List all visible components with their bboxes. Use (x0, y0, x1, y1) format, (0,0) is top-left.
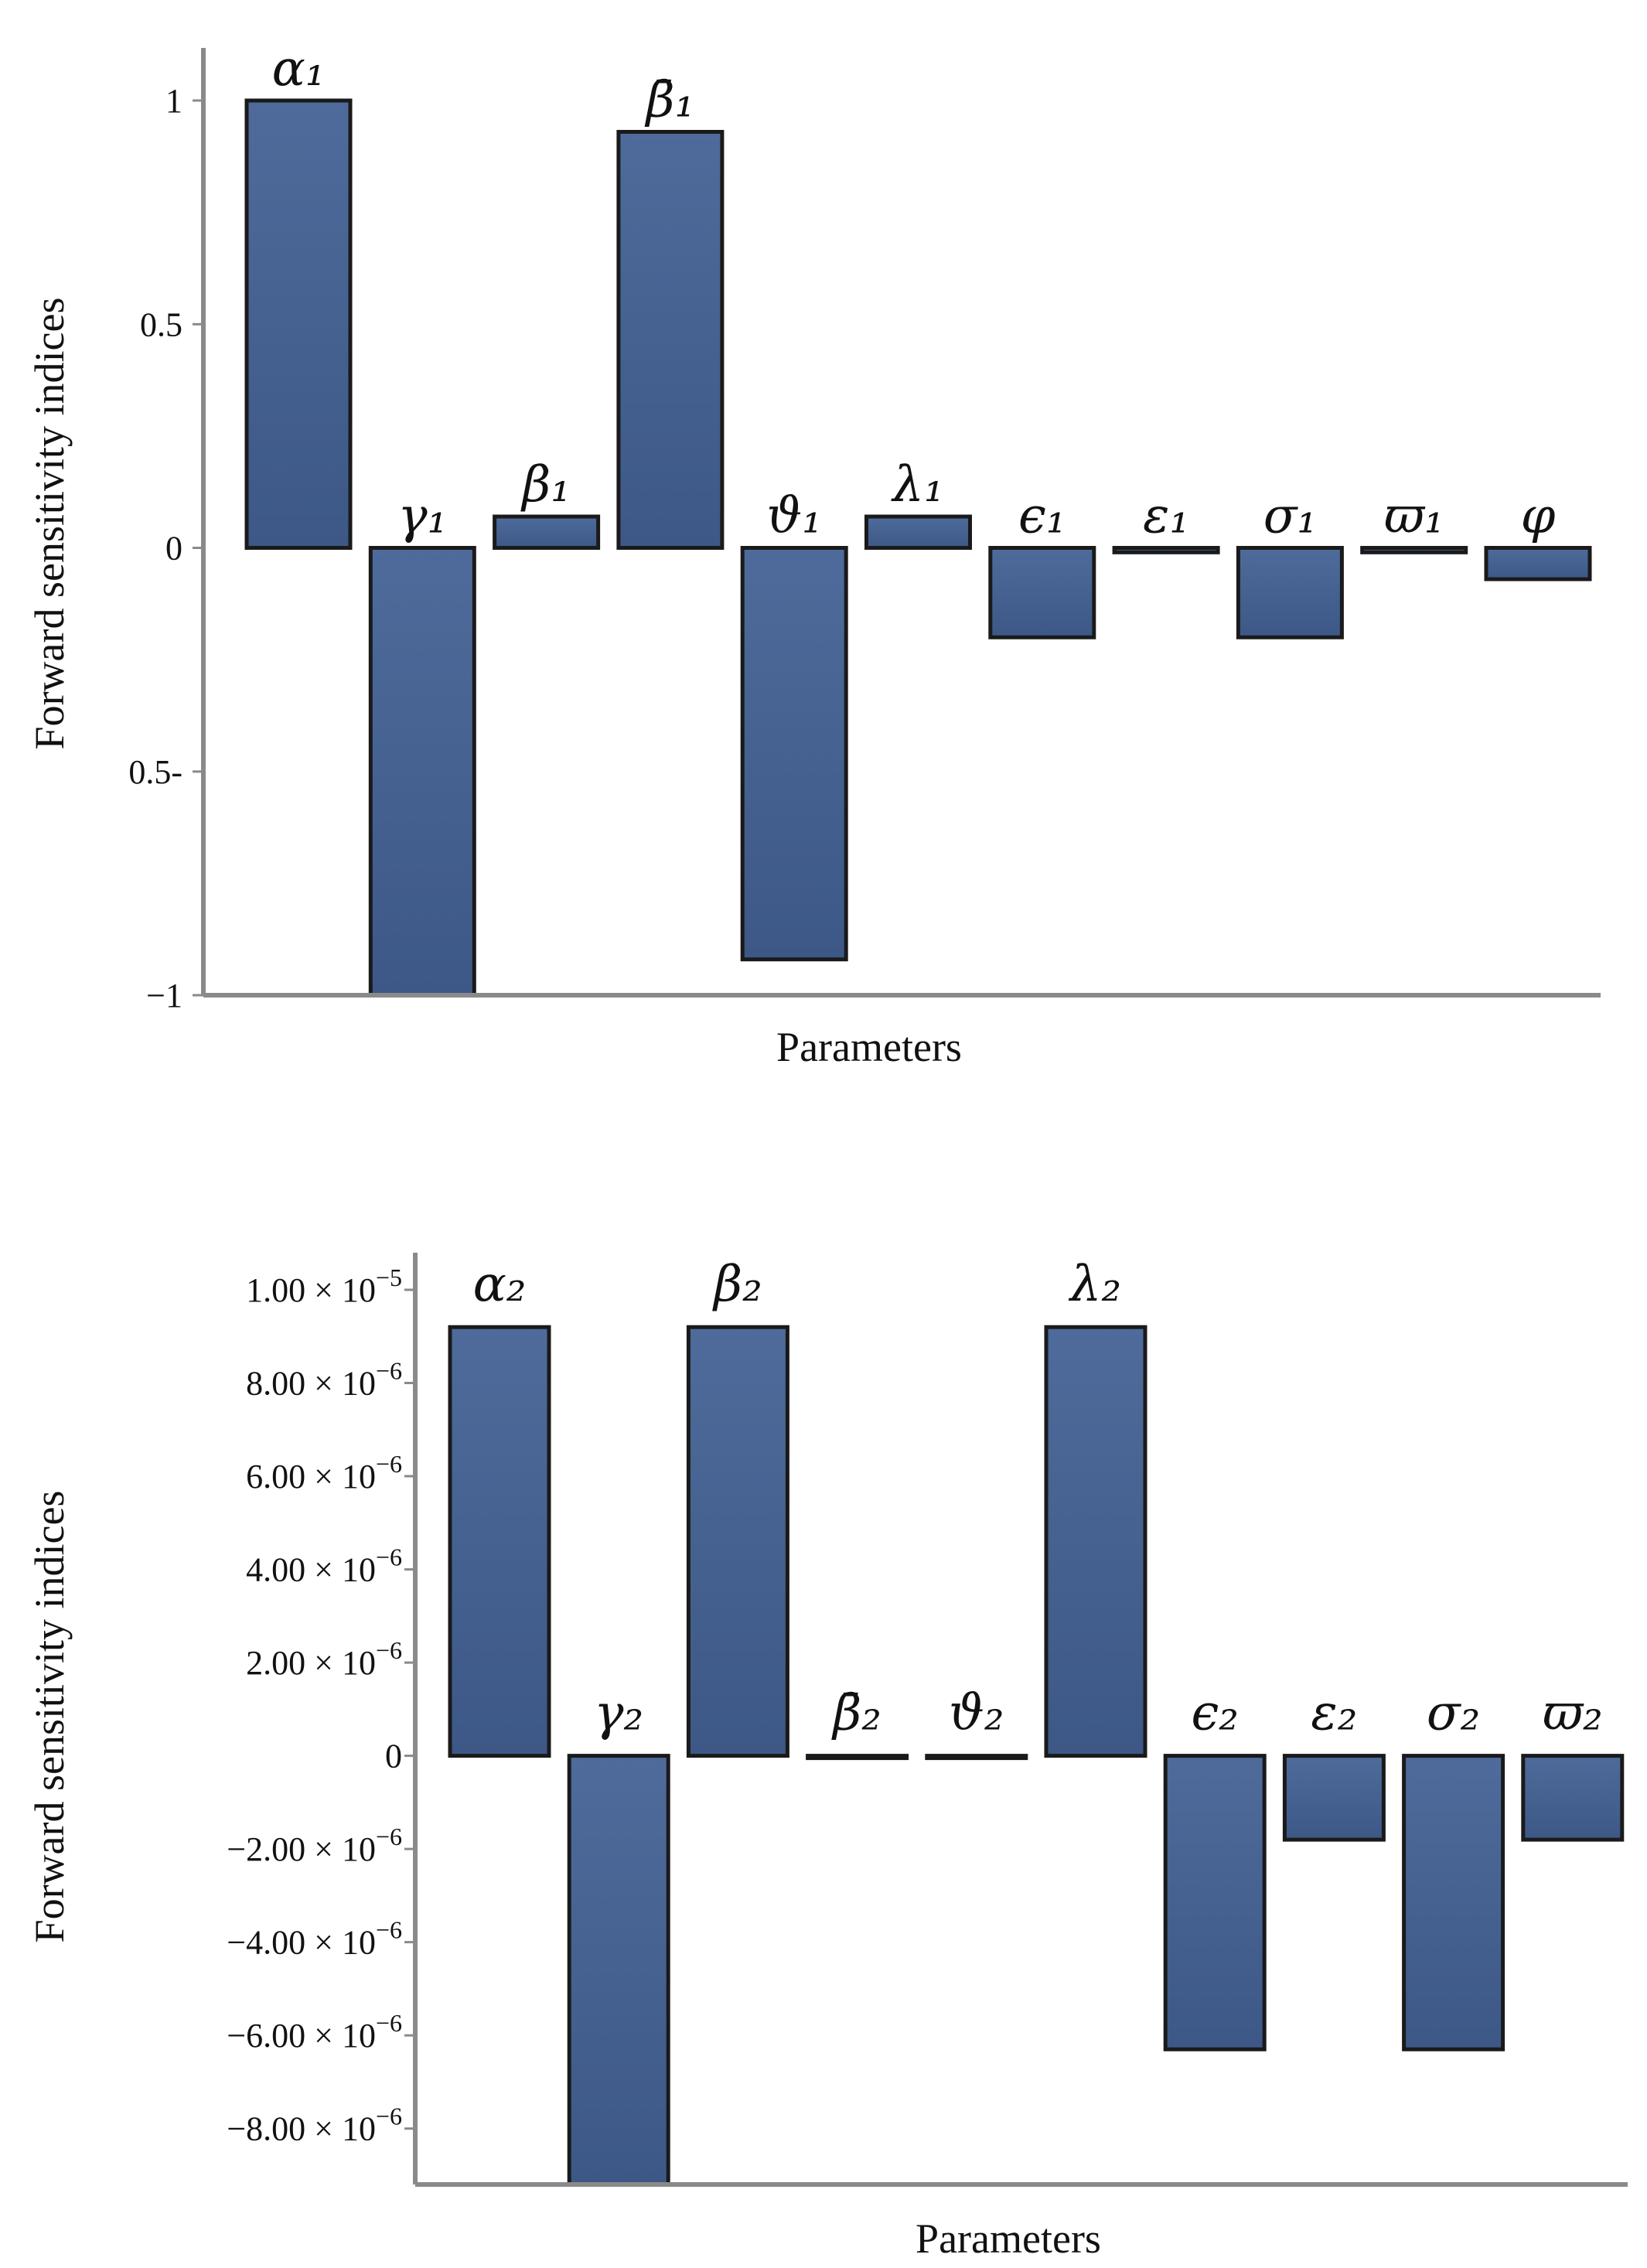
chart-1-bars (244, 98, 1592, 998)
chart-2-ticks: 1.00 × 10−5 8.00 × 10−6 6.00 × 10−6 4.00 × … (227, 1264, 415, 2148)
y-tick-label-2-3: 4.00 × 10−6 (246, 1543, 402, 1589)
y-tick-label-2-4: 2.00 × 10−6 (246, 1636, 402, 1682)
chart-1-ticks: 1 0.5 0 0.5- −1 (128, 82, 203, 1015)
chart-1-x-axis-title: Parameters (776, 1024, 962, 1070)
bar-1-5 (864, 514, 972, 550)
y-tick-label-2-5: 0 (385, 1738, 402, 1775)
bar-1-8 (1236, 546, 1344, 639)
bar-1-7 (1112, 546, 1220, 554)
bar-label-1-1: γ₁ (397, 488, 447, 545)
bar-label-1-0: α₁ (272, 40, 326, 97)
bar-2-9 (1521, 1754, 1625, 1842)
bar-2-1 (567, 1754, 670, 2187)
chart-2-x-axis-title: Parameters (916, 2215, 1101, 2262)
y-tick-label-2-1: 8.00 × 10−6 (246, 1357, 402, 1403)
bar-label-1-4: ϑ₁ (766, 488, 821, 545)
bar-1-2 (493, 514, 601, 550)
y-tick-label-1-0: 1 (165, 82, 182, 120)
bar-label-1-6: ϵ₁ (1018, 488, 1066, 545)
bar-2-8 (1402, 1754, 1505, 2051)
bar-label-2-6: ϵ₂ (1191, 1685, 1239, 1742)
bar-2-0 (448, 1325, 551, 1758)
bar-label-1-10: φ (1521, 488, 1556, 545)
bar-2-3 (806, 1754, 909, 1761)
bar-label-1-3: β̄₁ (645, 72, 695, 129)
bar-1-10 (1484, 546, 1592, 581)
bar-label-2-3: β̄₂ (831, 1685, 881, 1742)
bar-label-1-2: β₁ (520, 456, 571, 513)
y-tick-label-1-1: 0.5 (140, 305, 182, 343)
y-tick-label-1-2: 0 (165, 530, 182, 568)
bar-2-4 (925, 1754, 1028, 1761)
y-tick-label-2-8: −6.00 × 10−6 (227, 2009, 402, 2055)
chart-2-y-axis-title: Forward sensitivity indices (26, 1491, 73, 1943)
bar-2-5 (1044, 1325, 1147, 1758)
chart-1-bar-labels: α₁ γ₁ β₁ β̄₁ ϑ₁ λ₁ ϵ₁ ε₁ σ₁ ϖ₁ φ (272, 40, 1556, 545)
bar-label-1-8: σ₁ (1263, 488, 1317, 545)
bar-label-1-9: ϖ₁ (1384, 488, 1444, 545)
y-tick-label-2-0: 1.00 × 10−5 (246, 1264, 402, 1309)
bar-label-1-5: λ₁ (890, 456, 943, 513)
y-tick-label-2-6: −2.00 × 10−6 (227, 1823, 402, 1868)
chart-2-bars (448, 1325, 1625, 2187)
bar-label-2-2: β₂ (712, 1256, 762, 1313)
y-tick-label-2-7: −4.00 × 10−6 (227, 1916, 402, 1962)
bar-label-2-8: σ₂ (1427, 1685, 1480, 1742)
bar-label-2-7: ε₂ (1311, 1685, 1357, 1742)
bar-2-7 (1282, 1754, 1386, 1842)
chart-2-bar-labels: α₂ γ₂ β₂ β̄₂ ϑ₂ λ₂ ϵ₂ ε₂ σ₂ ϖ₂ (473, 1256, 1603, 1741)
bar-label-1-7: ε₁ (1143, 488, 1189, 545)
chart-1: 1 0.5 0 0.5- −1 α₁ γ₁ β₁ β̄₁ ϑ₁ λ₁ ϵ₁ ε₁ σ₁ ϖ₁ φ Forwa… (26, 40, 1601, 1070)
bar-2-2 (686, 1325, 789, 1758)
bar-2-6 (1163, 1754, 1267, 2051)
y-tick-label-2-2: 6.00 × 10−6 (246, 1450, 402, 1496)
bar-1-9 (1360, 546, 1468, 554)
chart-2: 1.00 × 10−5 8.00 × 10−6 6.00 × 10−6 4.00 × … (26, 1253, 1628, 2262)
bar-1-3 (616, 130, 725, 550)
bar-1-6 (988, 546, 1096, 639)
chart-1-y-axis-title: Forward sensitivity indices (26, 298, 73, 750)
bar-1-4 (740, 546, 848, 962)
bar-1-0 (244, 98, 353, 550)
bar-label-2-1: γ₂ (594, 1685, 643, 1742)
bar-1-1 (368, 546, 476, 998)
y-tick-label-1-3: 0.5- (128, 753, 182, 791)
y-tick-label-2-9: −8.00 × 10−6 (227, 2103, 402, 2148)
bar-label-2-4: ϑ₂ (949, 1685, 1004, 1742)
bar-label-2-0: α₂ (473, 1256, 527, 1313)
bar-label-2-5: λ₂ (1068, 1256, 1121, 1313)
y-tick-label-1-4: −1 (146, 977, 182, 1015)
bar-label-2-9: ϖ₂ (1543, 1685, 1603, 1742)
